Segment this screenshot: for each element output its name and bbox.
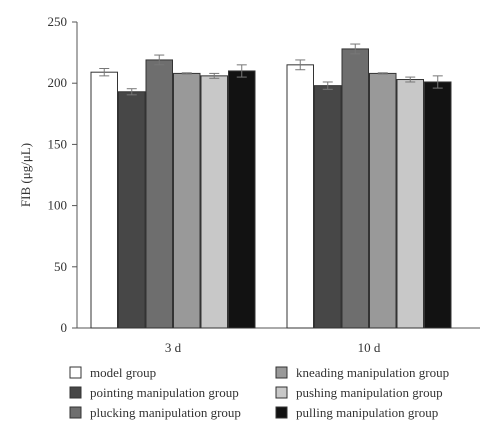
bar [341, 48, 369, 329]
y-tick-label: 200 [48, 75, 68, 90]
legend-label: pushing manipulation group [296, 385, 443, 400]
y-tick-label: 50 [54, 259, 67, 274]
bar [369, 72, 397, 329]
bar [286, 64, 314, 329]
y-axis: 0 50 100 150 200 250 [48, 14, 78, 335]
x-tick-label: 10 d [358, 340, 381, 355]
legend-swatch [275, 386, 288, 399]
y-tick-label: 100 [48, 198, 68, 213]
y-tick-label: 250 [48, 14, 68, 29]
bar [118, 91, 146, 329]
y-tick-label: 150 [48, 136, 68, 151]
bar [200, 75, 228, 329]
legend-swatch [275, 366, 288, 379]
legend-swatch [69, 406, 82, 419]
bar [90, 71, 118, 329]
legend-label: pointing manipulation group [90, 385, 239, 400]
legend-swatch [69, 366, 82, 379]
bars [90, 48, 452, 329]
y-tick-label: 0 [61, 320, 68, 335]
bar [314, 85, 342, 329]
legend-label: pulling manipulation group [296, 405, 438, 420]
legend-swatch [275, 406, 288, 419]
bar [173, 72, 201, 329]
legend-swatch [69, 386, 82, 399]
y-axis-title: FIB (μg/μL) [18, 143, 33, 207]
x-axis: 3 d 10 d [77, 327, 480, 355]
legend: model group kneading manipulation group po… [69, 365, 449, 420]
legend-label: kneading manipulation group [296, 365, 449, 380]
error-bars [99, 43, 443, 96]
legend-label: model group [90, 365, 156, 380]
bar [424, 81, 452, 329]
bar [228, 70, 256, 329]
x-tick-label: 3 d [165, 340, 182, 355]
bar [145, 59, 173, 329]
legend-label: plucking manipulation group [90, 405, 241, 420]
bar [396, 79, 424, 329]
